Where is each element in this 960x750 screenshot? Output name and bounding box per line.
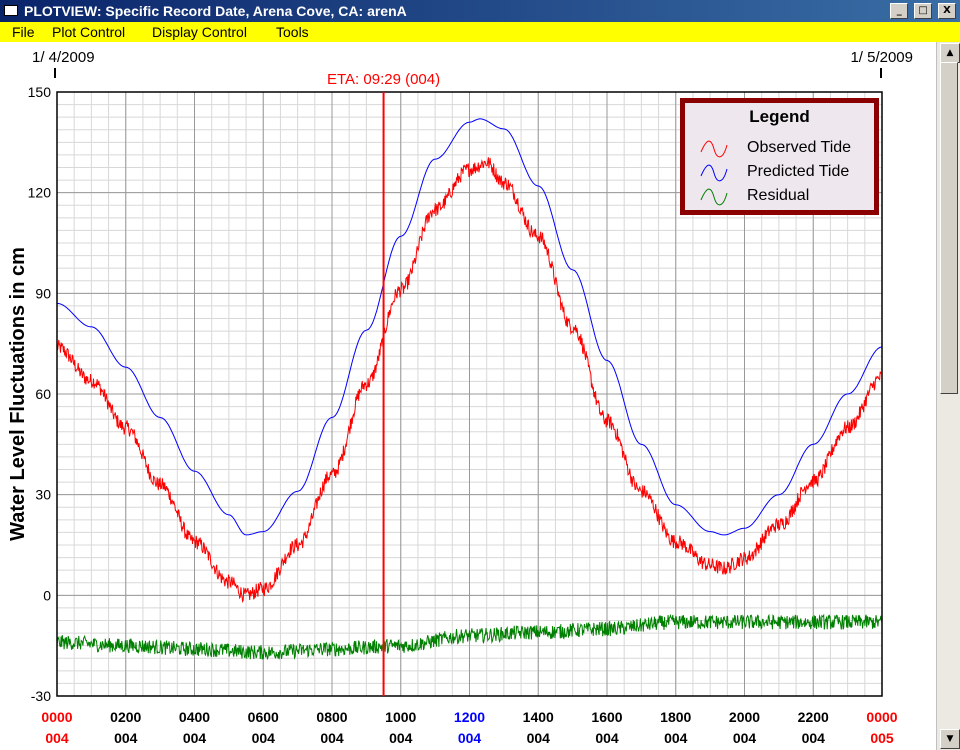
y-tick-label: 90	[35, 285, 51, 301]
x-tick-day-label: 004	[320, 730, 344, 746]
legend-label-predicted: Predicted Tide	[747, 163, 850, 180]
y-tick-label: 60	[35, 386, 51, 402]
x-tick-day-label: 004	[45, 730, 69, 746]
scroll-down-button[interactable]: ▼	[940, 729, 960, 749]
minimize-button[interactable]: _	[890, 3, 909, 19]
predicted-tide-line	[56, 118, 883, 536]
x-tick-time-label: 0400	[179, 709, 210, 725]
x-tick-day-label: 004	[252, 730, 276, 746]
window-title: PLOTVIEW: Specific Record Date, Arena Co…	[24, 3, 407, 19]
x-tick-day-label: 004	[802, 730, 826, 746]
x-tick-day-label: 004	[114, 730, 138, 746]
y-tick-label: 120	[28, 185, 52, 201]
x-tick-day-label: 004	[527, 730, 551, 746]
menu-bar: File Plot Control Display Control Tools	[0, 22, 960, 42]
x-tick-time-label: 2200	[798, 709, 829, 725]
legend: Legend Observed Tide Predicted Tide Resi…	[680, 98, 879, 215]
y-tick-labels: -30 0 30 60 90 120 150	[28, 84, 52, 704]
maximize-button[interactable]: □	[914, 3, 933, 19]
x-tick-time-label: 0000	[41, 709, 72, 725]
date-end-label: 1/ 5/2009	[850, 49, 913, 66]
legend-title: Legend	[749, 107, 810, 126]
vertical-scrollbar[interactable]: ▲ ▼	[936, 42, 960, 750]
x-tick-time-label: 0200	[110, 709, 141, 725]
menu-tools[interactable]: Tools	[276, 24, 309, 40]
window-controls: _ □ X	[888, 3, 956, 19]
window-icon[interactable]	[4, 5, 18, 16]
x-tick-time-label: 0000	[866, 709, 897, 725]
eta-label: ETA: 09:29 (004)	[327, 71, 440, 88]
plot-frame	[56, 91, 883, 697]
x-tick-time-label: 1600	[591, 709, 622, 725]
legend-label-residual: Residual	[747, 187, 810, 204]
predicted-wave-icon	[700, 164, 728, 182]
x-tick-day-label: 004	[664, 730, 688, 746]
x-tick-time-label: 1800	[660, 709, 691, 725]
x-tick-day-label: 004	[595, 730, 619, 746]
menu-plot-control[interactable]: Plot Control	[52, 24, 126, 40]
legend-label-observed: Observed Tide	[747, 139, 852, 156]
x-tick-day-label: 004	[183, 730, 207, 746]
x-tick-time-label: 0800	[316, 709, 347, 725]
scroll-thumb[interactable]	[940, 62, 958, 394]
x-tick-time-label: 2000	[729, 709, 760, 725]
y-tick-label: 0	[43, 587, 51, 603]
x-tick-labels: 0000 004 0200 004 0400 004 0600 004 0800 004 1000 0…	[41, 709, 897, 746]
menu-display-control[interactable]: Display Control	[152, 24, 247, 40]
y-tick-label: 150	[28, 84, 52, 100]
y-tick-label: 30	[35, 487, 51, 503]
x-tick-day-label: 005	[870, 730, 894, 746]
close-button[interactable]: X	[938, 3, 956, 19]
y-tick-label: -30	[31, 688, 51, 704]
tide-chart: -30 0 30 60 90 120 150 0000 004 0200 004 0400 004 06…	[7, 49, 913, 746]
y-axis-label: Water Level Fluctuations in cm	[7, 247, 29, 541]
observed-tide-line	[56, 157, 883, 604]
x-tick-time-label: 0600	[248, 709, 279, 725]
x-tick-time-label: 1400	[523, 709, 554, 725]
menu-file[interactable]: File	[12, 24, 35, 40]
title-bar: PLOTVIEW: Specific Record Date, Arena Co…	[0, 0, 960, 22]
series-layer	[56, 118, 883, 661]
x-tick-day-label: 004	[733, 730, 757, 746]
residual-line	[56, 613, 883, 661]
date-start-label: 1/ 4/2009	[32, 49, 95, 66]
observed-wave-icon	[700, 140, 728, 158]
x-tick-day-label: 004	[458, 730, 482, 746]
x-tick-day-label: 004	[389, 730, 413, 746]
residual-wave-icon	[700, 188, 728, 206]
x-tick-time-label: 1000	[385, 709, 416, 725]
scroll-up-button[interactable]: ▲	[940, 43, 960, 63]
x-tick-time-label: 1200	[454, 709, 485, 725]
